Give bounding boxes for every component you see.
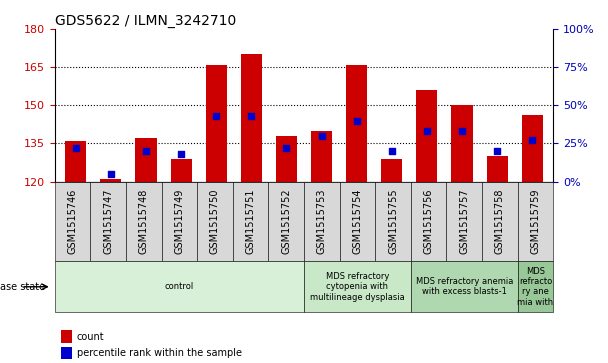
Text: GSM1515756: GSM1515756 xyxy=(424,189,434,254)
Text: GSM1515758: GSM1515758 xyxy=(495,189,505,254)
Text: GSM1515750: GSM1515750 xyxy=(210,189,220,254)
Bar xyxy=(276,136,297,182)
Text: GSM1515754: GSM1515754 xyxy=(353,189,362,254)
Text: GSM1515757: GSM1515757 xyxy=(459,189,469,254)
Text: percentile rank within the sample: percentile rank within the sample xyxy=(77,348,241,358)
Point xyxy=(387,148,396,154)
Text: GSM1515748: GSM1515748 xyxy=(139,189,149,254)
Text: GSM1515747: GSM1515747 xyxy=(103,189,113,254)
Bar xyxy=(346,65,367,182)
Point xyxy=(422,128,432,134)
Bar xyxy=(381,159,402,182)
Text: MDS refractory
cytopenia with
multilineage dysplasia: MDS refractory cytopenia with multilinea… xyxy=(310,272,405,302)
Text: GDS5622 / ILMN_3242710: GDS5622 / ILMN_3242710 xyxy=(55,14,236,28)
Point xyxy=(106,171,116,177)
Text: MDS
refracto
ry ane
mia with: MDS refracto ry ane mia with xyxy=(517,267,553,307)
Point xyxy=(176,151,186,157)
Text: GSM1515752: GSM1515752 xyxy=(281,189,291,254)
Bar xyxy=(416,90,437,182)
Point xyxy=(141,148,151,154)
Text: GSM1515753: GSM1515753 xyxy=(317,189,327,254)
Bar xyxy=(136,138,156,182)
Point xyxy=(71,145,81,151)
Point xyxy=(282,145,291,151)
Bar xyxy=(486,156,508,182)
Bar xyxy=(522,115,543,182)
Text: GSM1515751: GSM1515751 xyxy=(246,189,255,254)
Point xyxy=(352,118,362,123)
Point xyxy=(492,148,502,154)
Point xyxy=(212,113,221,119)
Point xyxy=(246,113,256,119)
Bar xyxy=(241,54,262,182)
Text: GSM1515746: GSM1515746 xyxy=(67,189,78,254)
Text: MDS refractory anemia
with excess blasts-1: MDS refractory anemia with excess blasts… xyxy=(415,277,513,297)
Text: disease state: disease state xyxy=(0,282,46,292)
Text: GSM1515755: GSM1515755 xyxy=(388,189,398,254)
Text: GSM1515759: GSM1515759 xyxy=(530,189,541,254)
Text: control: control xyxy=(165,282,194,291)
Point xyxy=(457,128,467,134)
Bar xyxy=(65,141,86,182)
Bar xyxy=(171,159,192,182)
Point xyxy=(527,138,537,143)
Bar xyxy=(100,179,122,182)
Bar xyxy=(206,65,227,182)
Bar xyxy=(311,131,332,182)
Bar xyxy=(452,105,472,182)
Text: count: count xyxy=(77,332,104,342)
Point xyxy=(317,133,326,139)
Text: GSM1515749: GSM1515749 xyxy=(174,189,184,254)
